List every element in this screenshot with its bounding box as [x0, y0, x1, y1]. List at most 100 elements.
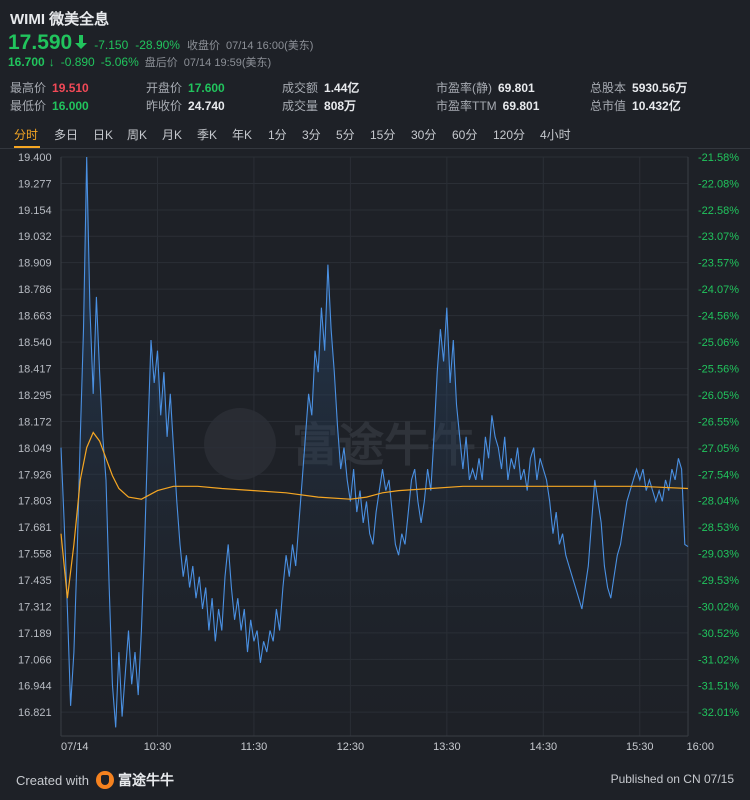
- x-tick-label: 07/14: [61, 741, 89, 753]
- y-right-tick-label: -23.57%: [698, 258, 739, 270]
- price-change: -7.150: [94, 38, 129, 52]
- y-tick-label: 17.066: [18, 654, 52, 666]
- y-tick-label: 19.032: [18, 231, 52, 243]
- tab-5min[interactable]: 5分: [336, 128, 355, 142]
- tab-1min[interactable]: 1分: [268, 128, 287, 142]
- x-tick-label: 14:30: [530, 741, 558, 753]
- y-right-tick-label: -24.56%: [698, 311, 739, 323]
- y-right-tick-label: -28.53%: [698, 522, 739, 534]
- y-right-tick-label: -26.05%: [698, 390, 739, 402]
- x-tick-label: 11:30: [241, 741, 268, 753]
- tab-yearly-k[interactable]: 年K: [232, 128, 253, 142]
- tab-3min[interactable]: 3分: [302, 128, 321, 142]
- y-tick-label: 17.189: [18, 628, 52, 640]
- y-tick-label: 19.277: [18, 178, 52, 190]
- stock-symbol: WIMI: [10, 11, 45, 28]
- y-tick-label: 17.926: [18, 469, 52, 481]
- x-tick-label: 10:30: [144, 741, 172, 753]
- after-hours-change-pct: -5.06%: [100, 55, 139, 69]
- after-hours-time: 07/14 19:59(美东): [183, 57, 272, 69]
- futu-logo-icon: [95, 771, 114, 789]
- y-right-tick-label: -21.58%: [698, 152, 739, 164]
- price-line: [60, 156, 689, 728]
- period-tabs: 分时 多日 日K 周K 月K 季K 年K 1分 3分 5分 15分 30分 60…: [0, 120, 750, 149]
- tab-60min[interactable]: 60分: [452, 128, 478, 142]
- y-tick-label: 17.312: [18, 601, 52, 613]
- y-right-tick-label: -22.08%: [698, 178, 739, 190]
- footer-brand: 富途牛牛: [117, 772, 174, 788]
- stat-high: 最高价 19.510: [10, 81, 89, 95]
- after-hours-arrow-icon: ↓: [48, 55, 55, 69]
- y-right-tick-label: -25.56%: [698, 364, 739, 376]
- tab-4hour[interactable]: 4小时: [540, 128, 571, 142]
- stat-open: 开盘价 17.600: [146, 81, 225, 95]
- y-tick-label: 18.786: [18, 284, 52, 296]
- x-tick-label: 13:30: [433, 741, 461, 753]
- price-area: [61, 157, 688, 736]
- y-right-tick-label: -32.01%: [698, 707, 739, 719]
- y-tick-label: 18.663: [18, 311, 52, 323]
- tab-30min[interactable]: 30分: [411, 128, 437, 142]
- y-tick-label: 16.821: [18, 707, 52, 719]
- tab-120min[interactable]: 120分: [493, 128, 526, 142]
- x-tick-label: 15:30: [626, 741, 654, 753]
- last-price: 17.590: [8, 31, 73, 54]
- footer-created: Created with 富途牛牛: [16, 770, 174, 790]
- down-arrow-icon: [75, 35, 88, 49]
- stat-low: 最低价 16.000: [10, 99, 89, 113]
- y-right-tick-label: -31.51%: [698, 681, 739, 693]
- tab-quarterly-k[interactable]: 季K: [197, 128, 218, 142]
- y-tick-label: 18.049: [18, 443, 52, 455]
- published-date: Published on CN 07/15: [610, 772, 734, 786]
- y-right-tick-label: -24.07%: [698, 284, 739, 296]
- intraday-chart: 19.400 -21.58% 19.277 -22.08% 19.154 -22.58% 1…: [18, 152, 739, 753]
- y-tick-label: 18.540: [18, 337, 52, 349]
- y-right-tick-label: -25.06%: [698, 337, 739, 349]
- created-with-text: Created with: [16, 772, 89, 788]
- stat-pe-ttm: 市盈率TTM 69.801: [436, 99, 540, 113]
- close-time: 07/14 16:00(美东): [225, 40, 314, 52]
- y-right-tick-label: -29.03%: [698, 548, 739, 560]
- y-tick-label: 17.803: [18, 496, 52, 508]
- stat-mktcap: 总市值 10.432亿: [590, 99, 681, 113]
- tab-15min[interactable]: 15分: [370, 128, 396, 142]
- y-tick-label: 18.295: [18, 390, 52, 402]
- y-right-tick-label: -28.04%: [698, 496, 739, 508]
- y-tick-label: 19.154: [18, 205, 52, 217]
- y-right-tick-label: -30.02%: [698, 601, 739, 613]
- price-change-pct: -28.90%: [135, 38, 180, 52]
- tab-monthly-k[interactable]: 月K: [162, 128, 183, 142]
- after-hours-change: -0.890: [60, 55, 95, 69]
- stat-volume: 成交量 808万: [282, 99, 357, 113]
- y-tick-label: 17.435: [18, 575, 52, 587]
- close-label: 收盘价: [186, 40, 220, 52]
- y-right-tick-label: -22.58%: [698, 205, 739, 217]
- after-hours-row: 16.700 ↓ -0.890 -5.06% 盘后价 07/14 19:59(美…: [8, 54, 277, 70]
- y-tick-label: 16.944: [18, 681, 52, 693]
- after-hours-price: 16.700: [8, 55, 45, 69]
- price-row: 17.590 -7.150 -28.90% 收盘价 07/14 16:00(美东…: [8, 31, 319, 55]
- y-tick-label: 17.681: [18, 522, 52, 534]
- y-right-tick-label: -29.53%: [698, 575, 739, 587]
- after-hours-label: 盘后价: [144, 57, 178, 69]
- y-tick-label: 18.417: [18, 364, 52, 376]
- y-tick-label: 17.558: [18, 548, 52, 560]
- x-tick-label: 12:30: [337, 741, 365, 753]
- tab-multi-day[interactable]: 多日: [54, 128, 79, 142]
- y-tick-label: 19.400: [18, 152, 52, 164]
- tab-fenshi[interactable]: 分时: [14, 128, 39, 142]
- stock-name: 微美全息: [49, 11, 110, 28]
- tab-weekly-k[interactable]: 周K: [127, 128, 148, 142]
- y-tick-label: 18.172: [18, 416, 52, 428]
- stat-pe-static: 市盈率(静) 69.801: [436, 81, 535, 95]
- y-right-tick-label: -31.02%: [698, 654, 739, 666]
- y-tick-label: 18.909: [18, 258, 52, 270]
- stat-prev-close: 昨收价 24.740: [146, 99, 225, 113]
- y-right-tick-label: -27.05%: [698, 443, 739, 455]
- y-right-tick-label: -26.55%: [698, 416, 739, 428]
- tab-daily-k[interactable]: 日K: [93, 128, 114, 142]
- stat-shares: 总股本 5930.56万: [590, 81, 688, 95]
- stock-title: WIMI 微美全息: [10, 8, 109, 29]
- watermark-logo-icon: [204, 408, 276, 480]
- active-tab-underline: [14, 146, 40, 148]
